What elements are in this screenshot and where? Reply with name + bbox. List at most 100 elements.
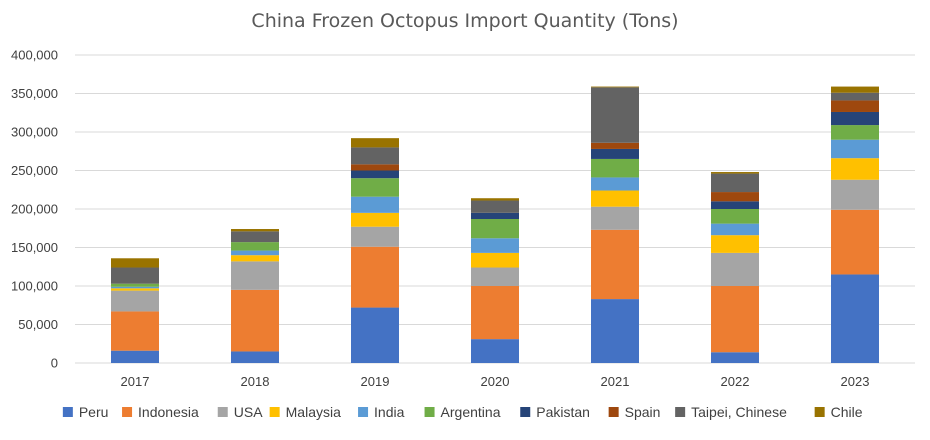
legend-swatch: [122, 407, 133, 417]
bar-2021-peru: [591, 299, 639, 363]
legend-swatch: [814, 407, 825, 417]
bar-2023-malaysia: [831, 158, 879, 180]
legend-item-india: India: [358, 404, 405, 420]
bar-2019-malaysia: [351, 212, 399, 227]
bar-stack-2023: [831, 86, 879, 363]
x-axis-tick-labels: 2017 2018 2019 2020 2021 2022 2023: [121, 374, 870, 389]
bar-stacks: [111, 86, 879, 363]
bar-2023-argentina: [831, 125, 879, 140]
bar-2018-peru: [231, 351, 279, 363]
y-tick-label: 200,000: [11, 202, 58, 217]
legend-item-indonesia: Indonesia: [122, 404, 199, 420]
bar-2021-malaysia: [591, 190, 639, 207]
bar-2017-taipei-chinese: [111, 267, 159, 284]
x-tick-label: 2021: [601, 374, 630, 389]
bar-2022-usa: [711, 252, 759, 286]
bar-2017-indonesia: [111, 311, 159, 351]
bar-stack-2022: [711, 172, 759, 363]
bar-2019-spain: [351, 164, 399, 171]
legend-swatch: [62, 407, 73, 417]
bar-2018-chile: [231, 229, 279, 232]
bar-2022-malaysia: [711, 235, 759, 253]
legend-swatch: [217, 407, 228, 417]
legend-item-argentina: Argentina: [424, 404, 501, 420]
bar-2022-indonesia: [711, 286, 759, 353]
legend-item-pakistan: Pakistan: [520, 404, 590, 420]
legend-swatch: [608, 407, 619, 417]
bar-2021-pakistan: [591, 148, 639, 159]
bar-2022-india: [711, 223, 759, 236]
legend-label: Malaysia: [286, 404, 341, 420]
bar-stack-2020: [471, 198, 519, 363]
bar-2021-taipei-chinese: [591, 87, 639, 143]
bar-2017-malaysia: [111, 288, 159, 291]
bar-2019-peru: [351, 307, 399, 363]
bar-2022-pakistan: [711, 201, 759, 209]
legend-item-taipei-chinese: Taipei, Chinese: [675, 404, 787, 420]
bar-2020-india: [471, 238, 519, 253]
bar-2017-chile: [111, 258, 159, 268]
bar-2018-indonesia: [231, 289, 279, 352]
legend-swatch: [675, 407, 686, 417]
bar-2023-indonesia: [831, 209, 879, 275]
bar-2022-taipei-chinese: [711, 173, 759, 193]
bar-2018-malaysia: [231, 255, 279, 262]
bar-stack-2018: [231, 229, 279, 363]
y-tick-label: 0: [51, 356, 58, 371]
legend-swatch: [269, 407, 280, 417]
legend-label: Peru: [79, 404, 109, 420]
legend-label: Indonesia: [138, 404, 199, 420]
bar-2020-malaysia: [471, 252, 519, 268]
bar-2018-taipei-chinese: [231, 231, 279, 243]
y-axis-tick-labels: 0 50,000 100,000 150,000 200,000 250,000 300,0…: [11, 48, 58, 371]
legend-item-usa: USA: [217, 404, 263, 420]
legend-swatch: [520, 407, 531, 417]
x-tick-label: 2018: [241, 374, 270, 389]
legend-label: Taipei, Chinese: [691, 404, 787, 420]
bar-2020-pakistan: [471, 212, 519, 220]
bar-2021-chile: [591, 86, 639, 88]
legend-label: USA: [234, 404, 263, 420]
legend-item-malaysia: Malaysia: [269, 404, 341, 420]
bar-stack-2017: [111, 258, 159, 363]
bar-2019-pakistan: [351, 170, 399, 179]
bar-stack-2019: [351, 138, 399, 363]
bar-2022-chile: [711, 172, 759, 174]
bar-2020-taipei-chinese: [471, 200, 519, 213]
bar-2023-chile: [831, 86, 879, 93]
bar-2019-taipei-chinese: [351, 147, 399, 165]
bar-2020-chile: [471, 198, 519, 201]
bar-2020-indonesia: [471, 286, 519, 340]
bar-2018-usa: [231, 261, 279, 290]
bar-2022-spain: [711, 192, 759, 202]
legend-label: India: [374, 404, 405, 420]
legend-label: Spain: [625, 404, 661, 420]
x-tick-label: 2019: [361, 374, 390, 389]
chart-title: China Frozen Octopus Import Quantity (To…: [251, 10, 678, 32]
bar-2021-argentina: [591, 158, 639, 178]
legend-item-chile: Chile: [814, 404, 863, 420]
legend-swatch: [424, 407, 435, 417]
bar-2023-spain: [831, 100, 879, 112]
bar-2023-usa: [831, 179, 879, 210]
y-tick-label: 100,000: [11, 279, 58, 294]
legend-label: Argentina: [441, 404, 501, 420]
bar-2022-argentina: [711, 209, 759, 224]
bar-2019-india: [351, 196, 399, 213]
bar-2017-usa: [111, 290, 159, 312]
bar-2019-chile: [351, 138, 399, 148]
bar-2018-india: [231, 250, 279, 256]
y-tick-label: 50,000: [18, 317, 58, 332]
bar-2021-india: [591, 177, 639, 191]
bar-2018-argentina: [231, 242, 279, 251]
bar-2017-peru: [111, 350, 159, 363]
bar-2017-argentina: [111, 283, 159, 287]
y-tick-label: 400,000: [11, 48, 58, 63]
bar-2023-peru: [831, 274, 879, 363]
legend-swatch: [358, 407, 369, 417]
y-tick-label: 300,000: [11, 125, 58, 140]
x-tick-label: 2017: [121, 374, 150, 389]
x-tick-label: 2022: [721, 374, 750, 389]
bar-2019-indonesia: [351, 246, 399, 308]
